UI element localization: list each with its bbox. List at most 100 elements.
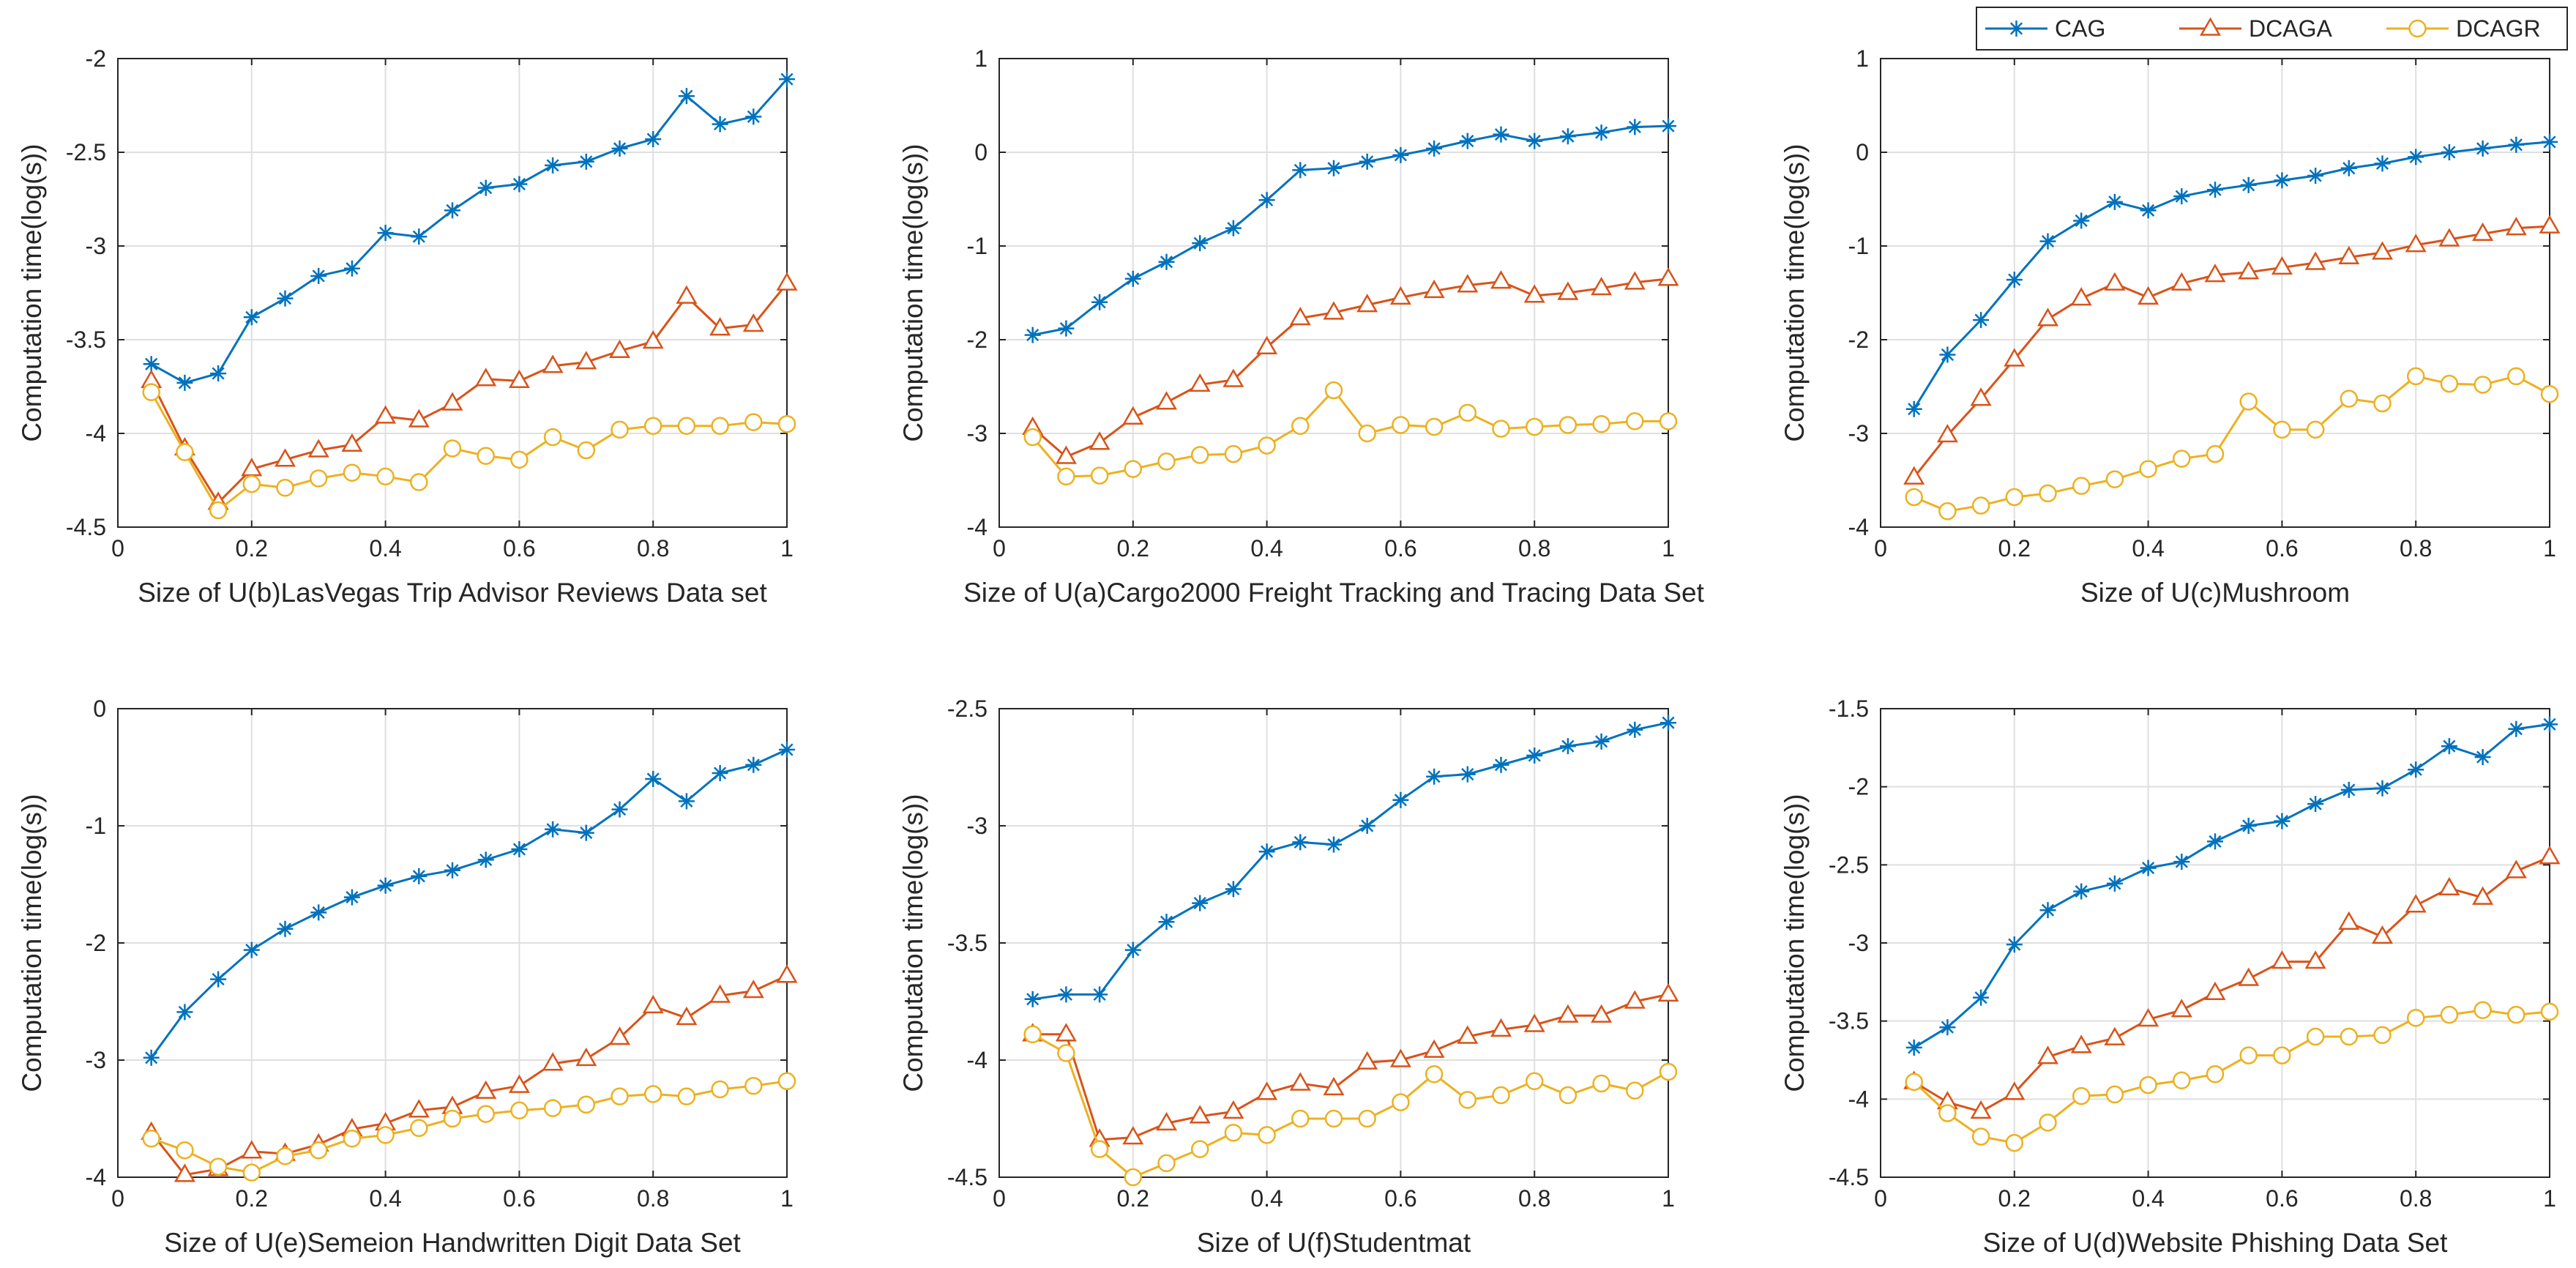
series-dcagr-point [2540,384,2559,403]
series-dcagr-point [1157,1154,1176,1173]
series-cag-point-stroke-3 [1261,845,1274,858]
series-cag-point [1158,253,1175,270]
series-dcagr-point [410,1119,428,1138]
series-cag-point [2374,780,2391,797]
series-dcaga-point [575,351,597,370]
series-cag-point-stroke-3 [546,823,559,836]
series-cag-point [277,920,294,937]
series-dcagr-point [2206,444,2225,463]
series-cag-point [712,765,728,781]
series-dcaga-point [1155,391,1178,410]
series-cag-point [477,179,494,196]
series-cag-point-stroke-3 [2008,938,2021,951]
series-cag-point [2006,272,2023,288]
series-cag-point [2508,720,2525,737]
series-cag-point-stroke-3 [1561,739,1575,753]
series-cag [143,742,795,1066]
series-dcagr-point [2005,488,2024,507]
series-cag-point-stroke-3 [379,879,392,892]
series-cag-point-stroke-3 [1361,819,1374,832]
chart-3: 0 0.2 0.4 0.6 0.8 1 -4 -3 -2 -1 0 1 Size of U(c)Mush… [1780,45,2561,608]
series-dcagr-point [1023,1025,1042,1044]
series-cag-point-stroke-3 [1628,723,1641,736]
y-axis-label: Computation time(log(s)) [1780,794,1810,1092]
series-dcagr-point [2507,367,2525,386]
x-tick-label: 0 [1874,1185,1887,1212]
x-axis-ticks: 0 0.2 0.4 0.6 0.8 1 [993,709,1675,1212]
series-dcagr-point [309,1141,328,1160]
series-dcagr-point [1291,1109,1310,1128]
series-cag-point [411,868,428,884]
series-cag-point-stroke-3 [2409,150,2422,163]
series-dcagr-point [611,1087,629,1105]
series-dcaga-point [1323,1076,1345,1096]
series-cag-point [2441,738,2457,755]
series-dcaga-point [542,1052,564,1071]
series-dcagr-point [1558,416,1578,434]
chart-4: 0 0.2 0.4 0.6 0.8 1 -4 -3 -2 -1 0 Size of U(e)Semei… [17,695,798,1258]
series-dcaga-point [1222,1100,1244,1119]
series-cag-point-stroke-3 [312,269,325,283]
x-tick-label: 0.8 [1518,1185,1550,1212]
series-dcaga-point [1222,368,1244,387]
series-dcaga-point [1356,294,1378,313]
series-cag-point [1024,327,1041,343]
series-dcaga-point [1591,277,1613,296]
series-dcagr-point [2239,392,2258,411]
series-dcaga-point [475,368,497,387]
series-cag-point-stroke-3 [1427,142,1441,155]
series-cag-point [1905,400,1922,417]
charts-layer: 0 0.2 0.4 0.6 0.8 1 -4.5 -4 -3.5 -3 -2.5 -2 Size of … [17,45,2561,1258]
x-tick-label: 0 [111,535,124,562]
series-cag-point [611,801,628,818]
y-tick-label: -2.5 [947,695,988,722]
series-dcagr-point [1492,1086,1510,1105]
series-dcagr-point [1358,424,1376,443]
series-dcaga-point [1557,281,1579,300]
series-cag-point [1359,153,1375,170]
series-cag-point [1158,914,1175,931]
series-cag-point-stroke-3 [1160,256,1173,269]
series-cag-point [511,176,528,193]
series-dcagr-point [1458,403,1477,422]
series-dcagr-point [209,501,228,520]
y-tick-label: -1.5 [1829,695,1869,722]
y-tick-label: -3.5 [947,930,988,956]
series-cag-point [1905,1039,1922,1056]
series-dcaga-point [1523,1013,1545,1032]
series-cag-point [2307,796,2324,813]
series-cag-point-stroke-3 [2275,815,2288,828]
y-tick-label: -4.5 [66,514,106,540]
series-cag-point-stroke-3 [2075,214,2088,228]
series-cag-point [511,841,528,857]
series-dcaga-point [2070,1034,2092,1053]
series-cag-point-stroke-3 [512,177,526,191]
y-axis-ticks: -4 -3 -2 -1 0 1 [1848,45,2550,540]
series-cag-point [1559,128,1576,145]
series-cag-point [2207,833,2223,850]
y-tick-label: -3.5 [66,327,106,353]
series-dcagr-point [1258,436,1276,455]
y-tick-label: -3 [967,420,988,447]
x-tick-label: 0.4 [369,1185,401,1212]
legend-entry-dcagr: DCAGR [2386,15,2541,42]
series-cag-point-stroke-3 [178,376,191,389]
series-dcaga-point [1557,1004,1579,1023]
series-dcaga-point [1523,284,1545,303]
series-cag-point-stroke-3 [680,89,693,102]
series-cag-point-stroke-3 [1974,313,1987,327]
series-cag-point-stroke-3 [245,944,258,957]
series-cag-point-stroke-3 [2209,835,2222,848]
series-cag-point-stroke-3 [1595,126,1608,139]
x-axis-ticks: 0 0.2 0.4 0.6 0.8 1 [1874,709,2556,1212]
y-tick-label: 0 [974,139,988,165]
series-cag-line [150,78,788,384]
series-dcaga-point [575,1047,597,1067]
series-cag-point [1192,235,1209,252]
series-cag-point-stroke-3 [245,310,258,324]
series-dcagr-point [1023,428,1042,447]
series-cag-point [1426,140,1443,157]
series-dcagr-point [1358,1109,1376,1128]
series-cag-point [143,356,160,373]
series-cag-point [1225,220,1242,236]
